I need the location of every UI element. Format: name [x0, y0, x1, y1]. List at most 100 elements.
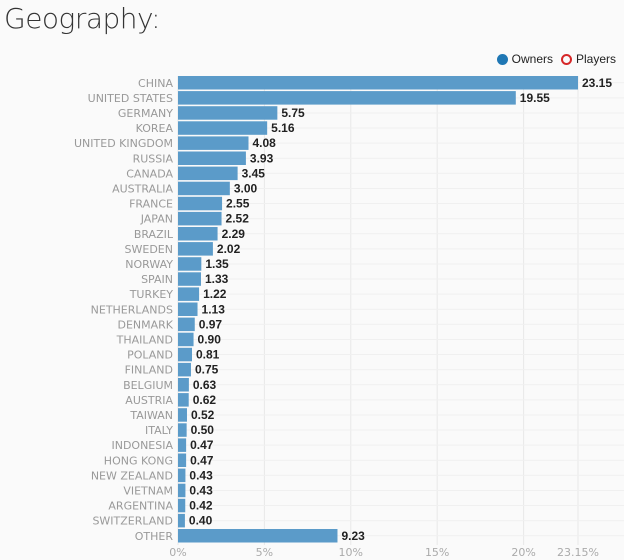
bar-netherlands: [178, 302, 198, 316]
x-tick-label: 15%: [425, 546, 449, 559]
x-tick-label: 0%: [169, 546, 186, 559]
bar-sweden: [178, 242, 213, 256]
page-title: Geography:: [4, 2, 161, 35]
value-label: 5.75: [281, 106, 305, 120]
category-label: GERMANY: [118, 107, 173, 120]
value-label: 4.08: [252, 136, 276, 150]
value-label: 0.75: [195, 363, 219, 377]
legend: Owners Players: [496, 52, 616, 66]
value-label: 0.81: [196, 348, 220, 362]
category-label: CHINA: [138, 77, 173, 90]
bar-other: [178, 529, 338, 543]
value-label: 0.47: [190, 438, 214, 452]
category-label: ITALY: [145, 424, 173, 437]
category-label: AUSTRALIA: [112, 182, 173, 195]
category-label: THAILAND: [116, 333, 173, 346]
value-label: 19.55: [520, 91, 550, 105]
value-label: 0.63: [193, 378, 217, 392]
category-label: SWITZERLAND: [92, 515, 173, 528]
category-label: FINLAND: [125, 364, 173, 377]
bar-vietnam: [178, 483, 186, 498]
value-label: 1.22: [203, 287, 227, 301]
bar-switzerland: [178, 513, 185, 528]
category-label: BELGIUM: [123, 379, 173, 392]
category-label: VIETNAM: [123, 484, 173, 497]
bar-austria: [178, 393, 189, 407]
x-tick-label: 5%: [256, 546, 273, 559]
value-label: 0.97: [199, 317, 223, 331]
bar-taiwan: [178, 408, 187, 422]
x-tick-label: 23.15%: [557, 546, 599, 559]
bar-poland: [178, 347, 192, 362]
category-label: HONG KONG: [104, 454, 173, 467]
bar-russia: [178, 151, 246, 165]
category-label: TAIWAN: [129, 409, 173, 422]
bar-korea: [178, 121, 268, 135]
bar-belgium: [178, 378, 189, 392]
category-label: ARGENTINA: [108, 500, 173, 513]
bar-thailand: [178, 332, 194, 347]
legend-players[interactable]: Players: [575, 52, 616, 66]
bar-japan: [178, 211, 222, 226]
bar-china: [178, 76, 578, 90]
category-label: KOREA: [136, 122, 174, 135]
bar-france: [178, 196, 223, 211]
value-label: 2.55: [226, 197, 250, 211]
value-label: 0.52: [191, 408, 215, 422]
category-label: TURKEY: [129, 288, 174, 301]
bar-italy: [178, 423, 187, 437]
bar-turkey: [178, 287, 200, 301]
category-label: SWEDEN: [125, 243, 173, 256]
category-label: NETHERLANDS: [91, 303, 173, 316]
value-label: 1.13: [202, 302, 226, 316]
category-label: JAPAN: [140, 213, 173, 226]
category-label: OTHER: [135, 530, 174, 543]
bar-australia: [178, 181, 230, 196]
category-label: UNITED STATES: [88, 92, 173, 105]
category-label: NORWAY: [125, 258, 173, 271]
category-label: INDONESIA: [111, 439, 173, 452]
bar-united-kingdom: [178, 136, 249, 150]
value-label: 0.90: [198, 332, 222, 346]
bar-germany: [178, 106, 278, 120]
value-label: 5.16: [271, 121, 295, 135]
owners-legend-icon[interactable]: [496, 53, 508, 65]
value-label: 0.43: [189, 483, 213, 497]
players-legend-icon[interactable]: [560, 53, 572, 65]
value-label: 2.52: [226, 212, 250, 226]
value-label: 0.43: [189, 468, 213, 482]
bar-argentina: [178, 498, 186, 513]
value-label: 3.93: [250, 151, 274, 165]
bar-canada: [178, 166, 238, 181]
category-label: FRANCE: [129, 198, 173, 211]
bar-brazil: [178, 227, 218, 241]
value-label: 0.42: [189, 499, 213, 513]
category-label: CANADA: [126, 167, 173, 180]
category-label: BRAZIL: [134, 228, 174, 241]
category-label: POLAND: [127, 349, 173, 362]
value-label: 2.02: [217, 242, 241, 256]
x-tick-label: 20%: [511, 546, 535, 559]
bar-united-states: [178, 91, 516, 105]
legend-owners[interactable]: Owners: [511, 52, 553, 66]
bar-new-zealand: [178, 468, 186, 483]
value-label: 3.45: [242, 166, 266, 180]
value-label: 1.33: [205, 272, 229, 286]
value-label: 0.62: [193, 393, 217, 407]
value-label: 0.50: [191, 423, 215, 437]
category-label: SPAIN: [141, 273, 173, 286]
bar-denmark: [178, 317, 195, 332]
bar-norway: [178, 257, 202, 271]
x-tick-label: 10%: [339, 546, 363, 559]
category-label: DENMARK: [117, 318, 173, 331]
value-label: 0.47: [190, 453, 214, 467]
bar-spain: [178, 272, 201, 286]
bar-hong-kong: [178, 453, 187, 467]
category-label: RUSSIA: [133, 152, 174, 165]
value-label: 3.00: [234, 181, 258, 195]
bar-finland: [178, 362, 191, 377]
value-label: 9.23: [341, 529, 365, 543]
category-label: AUSTRIA: [125, 394, 173, 407]
value-label: 23.15: [582, 76, 612, 90]
